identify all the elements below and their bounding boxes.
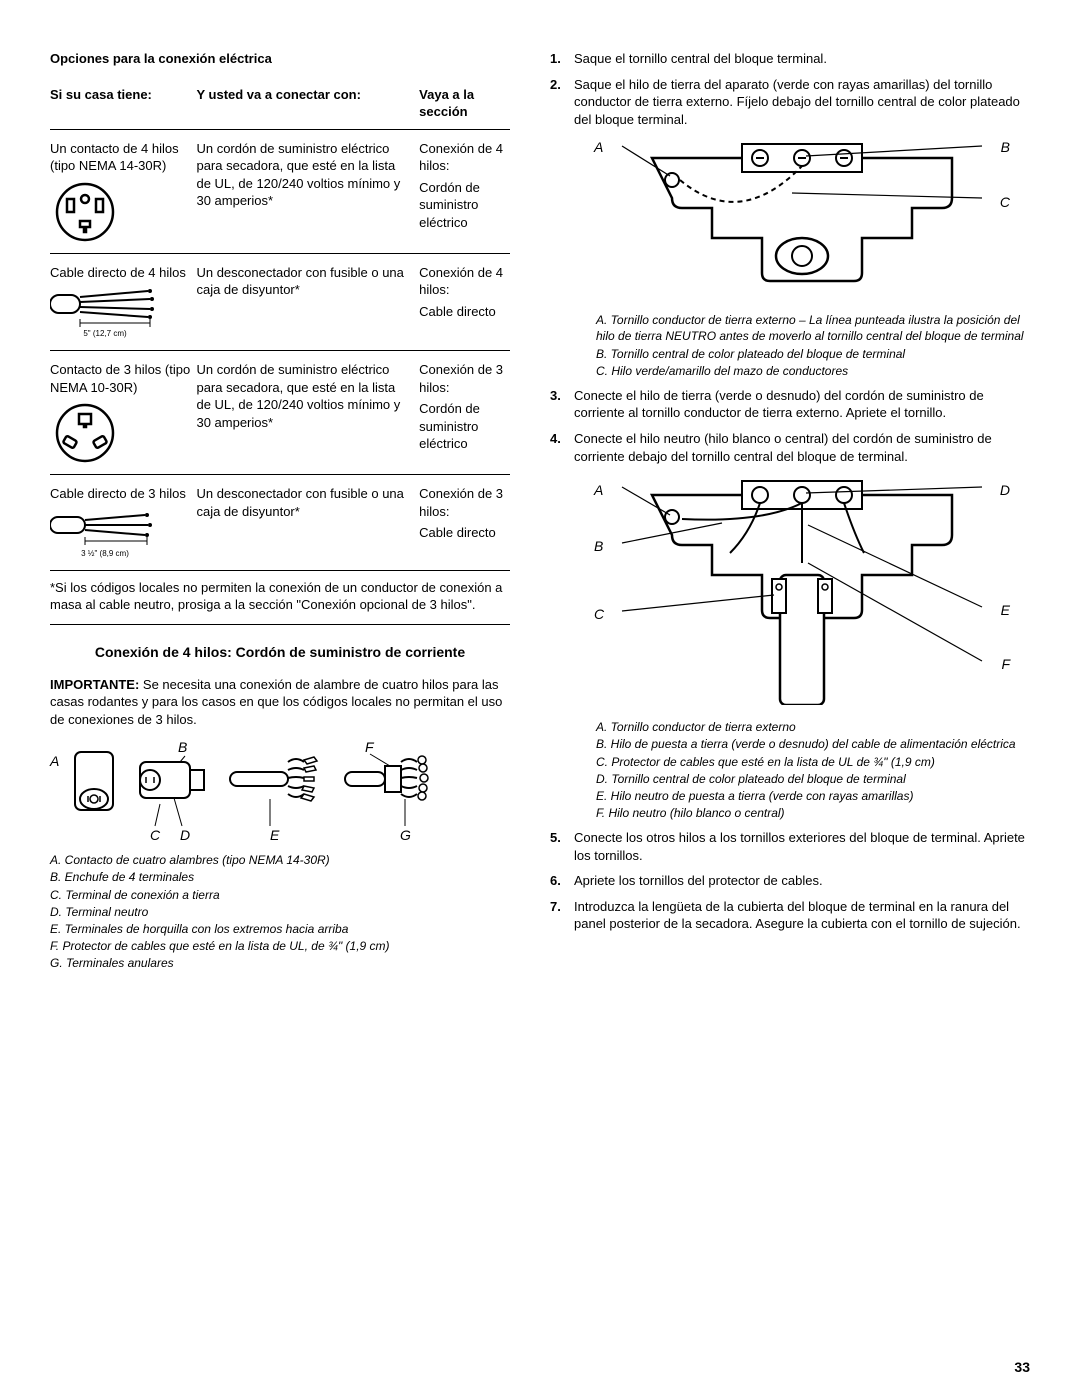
caption-line: E. Hilo neutro de puesta a tierra (verde… xyxy=(596,788,1030,804)
cell-text: Un desconectador con fusible o una caja … xyxy=(196,253,419,350)
table-title: Opciones para la conexión eléctrica xyxy=(50,50,510,68)
cord-parts-diagram xyxy=(70,744,470,844)
step-item: Saque el hilo de tierra del aparato (ver… xyxy=(550,76,1030,379)
cell-text: Conexión de 3 hilos: xyxy=(419,361,504,396)
caption-line: B. Enchufe de 4 terminales xyxy=(50,869,510,885)
th-3: Vaya a la sección xyxy=(419,78,510,130)
caption-line: D. Tornillo central de color plateado de… xyxy=(596,771,1030,787)
figure-caption: A. Contacto de cuatro alambres (tipo NEM… xyxy=(50,852,510,971)
cell-text: Un desconectador con fusible o una caja … xyxy=(196,475,419,570)
fig-label: B xyxy=(594,537,603,556)
step-text: Apriete los tornillos del protector de c… xyxy=(574,873,823,888)
fig-label: E xyxy=(1001,601,1010,620)
step-item: Conecte el hilo neutro (hilo blanco o ce… xyxy=(550,430,1030,821)
caption-line: C. Hilo verde/amarillo del mazo de condu… xyxy=(596,363,1030,379)
importante-paragraph: IMPORTANTE: Se necesita una conexión de … xyxy=(50,676,510,729)
terminal-diagram-1 xyxy=(574,138,1030,298)
fig-label: D xyxy=(1000,481,1010,500)
cell-text: Cable directo de 3 hilos xyxy=(50,485,190,503)
step-item: Apriete los tornillos del protector de c… xyxy=(550,872,1030,890)
nema-10-30r-icon xyxy=(50,402,120,464)
figure-cord-parts: A B C D E F G xyxy=(50,738,510,848)
fig-label: C xyxy=(1000,193,1010,212)
caption-line: C. Protector de cables que esté en la li… xyxy=(596,754,1030,770)
install-steps: Saque el tornillo central del bloque ter… xyxy=(550,50,1030,933)
th-1: Si su casa tiene: xyxy=(50,78,196,130)
caption-line: C. Terminal de conexión a tierra xyxy=(50,887,510,903)
step-text: Conecte los otros hilos a los tornillos … xyxy=(574,830,1025,863)
step-text: Saque el hilo de tierra del aparato (ver… xyxy=(574,77,1020,127)
table-row: Cable directo de 4 hilos xyxy=(50,253,510,350)
step-item: Introduzca la lengüeta de la cubierta de… xyxy=(550,898,1030,933)
section-title: Conexión de 4 hilos: Cordón de suministr… xyxy=(50,643,510,662)
caption-line: F. Protector de cables que esté en la li… xyxy=(50,938,510,954)
cell-text: Conexión de 3 hilos: xyxy=(419,485,504,520)
step-item: Conecte el hilo de tierra (verde o desnu… xyxy=(550,387,1030,422)
caption-line: G. Terminales anulares xyxy=(50,955,510,971)
fig-label: A xyxy=(594,481,603,500)
fig-label: B xyxy=(1001,138,1010,157)
step-text: Introduzca la lengüeta de la cubierta de… xyxy=(574,899,1021,932)
cell-text: Cable directo xyxy=(419,303,504,321)
caption-line: E. Terminales de horquilla con los extre… xyxy=(50,921,510,937)
step-item: Saque el tornillo central del bloque ter… xyxy=(550,50,1030,68)
caption-line: D. Terminal neutro xyxy=(50,904,510,920)
options-table: Si su casa tiene: Y usted va a conectar … xyxy=(50,78,510,571)
caption-line: B. Tornillo central de color plateado de… xyxy=(596,346,1030,362)
direct-wire-4-icon xyxy=(50,287,160,329)
cell-text: Contacto de 3 hilos (tipo NEMA 10-30R) xyxy=(50,361,190,396)
fig-label: F xyxy=(1001,655,1010,674)
figure-terminal-2: A B C D E F xyxy=(574,475,1030,715)
left-column: Opciones para la conexión eléctrica Si s… xyxy=(50,50,510,972)
cell-text: Conexión de 4 hilos: xyxy=(419,140,504,175)
step-text: Saque el tornillo central del bloque ter… xyxy=(574,51,827,66)
table-row: Cable directo de 3 hilos 3 ½" (8,9 cm) xyxy=(50,475,510,570)
th-2: Y usted va a conectar con: xyxy=(196,78,419,130)
cell-text: Cordón de suministro eléctrico xyxy=(419,400,504,453)
terminal-diagram-2 xyxy=(574,475,1030,705)
measurement-label: 3 ½" (8,9 cm) xyxy=(50,549,160,560)
right-column: Saque el tornillo central del bloque ter… xyxy=(550,50,1030,972)
cell-text: Un cordón de suministro eléctrico para s… xyxy=(196,351,419,475)
step-item: Conecte los otros hilos a los tornillos … xyxy=(550,829,1030,864)
cell-text: Un cordón de suministro eléctrico para s… xyxy=(196,129,419,253)
caption-line: B. Hilo de puesta a tierra (verde o desn… xyxy=(596,736,1030,752)
fig-label: C xyxy=(594,605,604,624)
figure-terminal-1: A B C xyxy=(574,138,1030,308)
measurement-label: 5" (12,7 cm) xyxy=(50,329,160,340)
direct-wire-3-icon xyxy=(50,509,160,549)
nema-14-30r-icon xyxy=(50,181,120,243)
figure-caption: A. Tornillo conductor de tierra externo … xyxy=(574,719,1030,821)
caption-line: A. Contacto de cuatro alambres (tipo NEM… xyxy=(50,852,510,868)
cell-text: Conexión de 4 hilos: xyxy=(419,264,504,299)
step-text: Conecte el hilo neutro (hilo blanco o ce… xyxy=(574,431,992,464)
figure-caption: A. Tornillo conductor de tierra externo … xyxy=(574,312,1030,379)
fig-label: A xyxy=(50,752,59,771)
page-number: 33 xyxy=(1014,1358,1030,1377)
cell-text: Cable directo xyxy=(419,524,504,542)
table-row: Un contacto de 4 hilos (tipo NEMA 14-30R… xyxy=(50,129,510,253)
cell-text: Cable directo de 4 hilos xyxy=(50,264,190,282)
caption-line: A. Tornillo conductor de tierra externo xyxy=(596,719,1030,735)
cell-text: Cordón de suministro eléctrico xyxy=(419,179,504,232)
cell-text: Un contacto de 4 hilos (tipo NEMA 14-30R… xyxy=(50,140,190,175)
fig-label: A xyxy=(594,138,603,157)
table-footnote: *Si los códigos locales no permiten la c… xyxy=(50,579,510,625)
step-text: Conecte el hilo de tierra (verde o desnu… xyxy=(574,388,984,421)
importante-label: IMPORTANTE: xyxy=(50,677,139,692)
caption-line: A. Tornillo conductor de tierra externo … xyxy=(596,312,1030,344)
table-row: Contacto de 3 hilos (tipo NEMA 10-30R) U… xyxy=(50,351,510,475)
caption-line: F. Hilo neutro (hilo blanco o central) xyxy=(596,805,1030,821)
page: Opciones para la conexión eléctrica Si s… xyxy=(50,50,1030,972)
